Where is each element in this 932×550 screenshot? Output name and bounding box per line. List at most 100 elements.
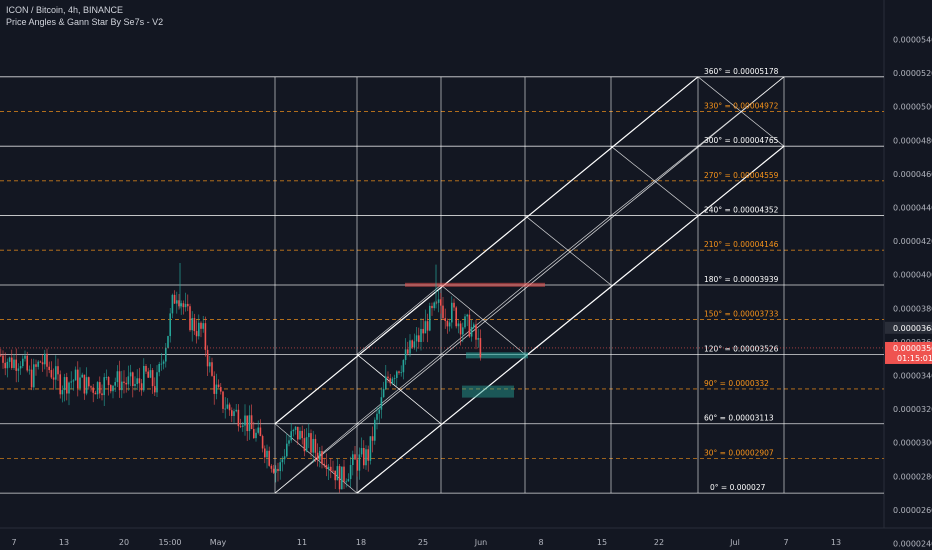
support-zone (466, 352, 528, 359)
candle-body (396, 371, 398, 378)
chart-title: ICON / Bitcoin, 4h, BINANCE (6, 5, 124, 15)
candle-body (198, 322, 200, 337)
candle-body (283, 456, 286, 460)
candle-body (101, 393, 103, 396)
candle-body (398, 371, 400, 373)
gann-star-diagonal (524, 215, 612, 286)
candle-body (442, 305, 444, 319)
candle-body (356, 459, 358, 471)
candle-body (448, 322, 451, 327)
candle-body (281, 459, 284, 463)
candle-body (299, 430, 301, 440)
candle-body (437, 299, 440, 303)
gann-level-label: 270° = 0.00004559 (704, 171, 779, 180)
x-tick-label: 13 (831, 538, 841, 547)
candle-body (391, 378, 394, 384)
candle-body (158, 364, 160, 373)
candle-body (200, 322, 202, 329)
candle-body (77, 369, 79, 389)
candle-body (121, 381, 123, 391)
x-tick-label: Jul (729, 538, 740, 547)
gann-channel-line (274, 76, 699, 425)
gann-level-label: 90° = 0.0000332 (704, 379, 769, 388)
candle-body (127, 376, 130, 385)
candle-body (28, 369, 31, 371)
candle-body (226, 404, 229, 409)
candle-body (382, 388, 385, 398)
candle-body (123, 381, 125, 383)
candle-body (136, 378, 138, 385)
candle-body (147, 371, 149, 378)
candle-body (468, 314, 471, 337)
candle-body (266, 450, 268, 458)
y-tick-label: 0.00004600 (893, 170, 932, 179)
candle-body (420, 328, 422, 342)
candle-body (41, 362, 44, 365)
candle-body (129, 372, 132, 377)
candle-body (380, 397, 383, 410)
candle-body (24, 355, 26, 359)
candle-body (96, 382, 99, 395)
candle-body (345, 481, 347, 483)
x-tick-label: 13 (59, 538, 69, 547)
candle-body (253, 428, 255, 439)
candle-body (145, 365, 147, 372)
candle-body (424, 321, 427, 334)
y-tick-label: 0.00002400 (893, 540, 932, 549)
candle-body (301, 430, 303, 439)
y-tick-label: 0.00003200 (893, 405, 932, 414)
candle-body (330, 466, 332, 471)
candle-body (459, 323, 462, 335)
candle-body (154, 386, 156, 393)
candle-body (418, 335, 420, 342)
candle-body (446, 320, 449, 327)
candle-body (369, 436, 372, 461)
candle-body (264, 448, 266, 458)
candle-body (103, 377, 105, 396)
candle-body (323, 463, 325, 465)
candle-body (470, 326, 473, 337)
candle-body (409, 340, 411, 354)
candle-body (473, 324, 475, 327)
candle-body (134, 384, 136, 386)
candle-body (374, 419, 376, 441)
candle-body (387, 376, 389, 379)
candle-body (457, 323, 460, 327)
y-tick-label: 0.00004400 (893, 204, 932, 213)
candle-body (187, 303, 189, 307)
candle-body (88, 377, 90, 387)
candle-body (222, 391, 224, 409)
candle-body (261, 436, 264, 449)
candle-body (92, 387, 94, 393)
candle-body (143, 365, 145, 391)
candle-body (99, 382, 101, 394)
gann-level-label: 30° = 0.00002907 (704, 448, 774, 457)
candle-body (0, 355, 2, 357)
candle-body (2, 355, 4, 363)
candle-body (140, 383, 143, 391)
candle-body (231, 410, 233, 416)
candle-body (400, 372, 402, 374)
candle-body (79, 377, 81, 389)
x-tick-label: May (210, 538, 227, 547)
y-tick-label: 0.00004800 (893, 136, 932, 145)
candle-body (354, 454, 356, 460)
candle-body (270, 465, 273, 469)
gann-level-label: 360° = 0.00005178 (704, 67, 779, 76)
candle-body (8, 357, 11, 362)
candle-body (118, 371, 121, 391)
candle-body (217, 384, 220, 388)
candle-body (94, 392, 97, 395)
candle-body (352, 454, 354, 466)
candle-body (378, 409, 380, 414)
candle-body (314, 438, 317, 453)
candle-body (422, 328, 424, 334)
candle-body (235, 409, 237, 412)
candle-body (431, 305, 433, 309)
candle-body (180, 303, 182, 307)
candle-body (107, 377, 110, 386)
candle-body (74, 369, 77, 381)
candle-body (268, 450, 270, 466)
gann-star-diagonal (440, 284, 526, 355)
